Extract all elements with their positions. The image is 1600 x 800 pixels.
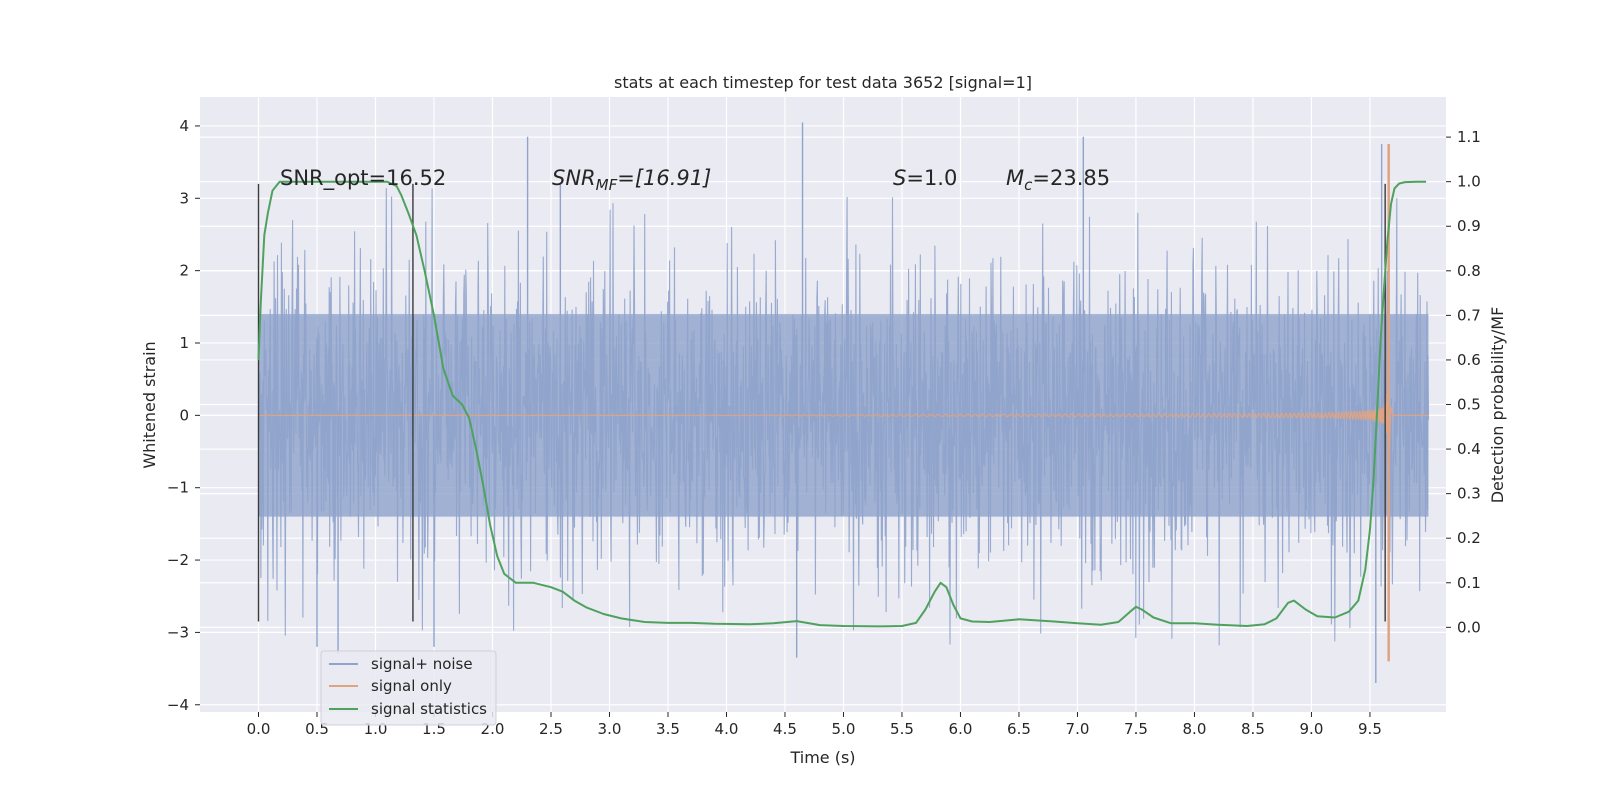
legend-box bbox=[320, 650, 497, 726]
x-tick-label: 3.5 bbox=[656, 720, 680, 738]
y-right-tick-label: 0.5 bbox=[1457, 396, 1481, 414]
x-tick-label: 9.5 bbox=[1358, 720, 1382, 738]
s-value: =1.0 bbox=[906, 166, 957, 190]
y-right-tick-label: 0.6 bbox=[1457, 351, 1481, 369]
y-tick-label: 1 bbox=[179, 334, 189, 352]
legend: signal+ noise signal only signal statist… bbox=[320, 650, 497, 726]
x-tick-label: 3.0 bbox=[598, 720, 622, 738]
legend-label-signal-statistics: signal statistics bbox=[371, 700, 487, 718]
x-axis-label: Time (s) bbox=[789, 748, 855, 767]
series-signal-only-line bbox=[258, 283, 1429, 458]
mc-value: =23.85 bbox=[1032, 166, 1110, 190]
series-layer bbox=[257, 122, 1430, 684]
x-tick-label: 6.5 bbox=[1007, 720, 1031, 738]
mc-base: M bbox=[1006, 166, 1024, 190]
y-tick-label: −4 bbox=[167, 696, 189, 714]
y-tick-label: 0 bbox=[179, 406, 189, 424]
y-right-tick-label: 0.1 bbox=[1457, 574, 1481, 592]
y-right-axis-label: Detection probability/MF bbox=[1488, 307, 1507, 504]
x-tick-label: 7.5 bbox=[1124, 720, 1148, 738]
vline-layer bbox=[257, 183, 1386, 622]
y-right-tick-label: 0.2 bbox=[1457, 529, 1481, 547]
y-tick-label: −2 bbox=[167, 551, 189, 569]
y-tick-label: 4 bbox=[179, 117, 189, 135]
x-tick-label: 4.5 bbox=[773, 720, 797, 738]
annotation-snr-opt: SNR_opt=16.52 bbox=[280, 166, 446, 191]
annotation-snr-mf: SNRMF=[16.91] bbox=[552, 166, 711, 194]
axis-layer: 0.0 0.5 1.0 1.5 2.0 2.5 3.0 3.5 4.0 4.5 5.0 5.5 6.0 6… bbox=[167, 117, 1481, 738]
y-right-tick-label: 0.8 bbox=[1457, 262, 1481, 280]
y-right-tick-label: 1.1 bbox=[1457, 128, 1481, 146]
y-right-tick-label: 0.7 bbox=[1457, 306, 1481, 324]
x-tick-label: 6.0 bbox=[949, 720, 973, 738]
y-tick-label: 2 bbox=[179, 262, 189, 280]
y-axis-label: Whitened strain bbox=[140, 341, 159, 468]
x-tick-label: 8.0 bbox=[1183, 720, 1207, 738]
series-signal-statistics-line bbox=[257, 180, 1427, 628]
s-base: S bbox=[893, 166, 906, 190]
y-tick-label: −1 bbox=[167, 479, 189, 497]
x-tick-label: 9.0 bbox=[1300, 720, 1324, 738]
y-right-tick-label: 0.4 bbox=[1457, 440, 1481, 458]
legend-label-signal-noise: signal+ noise bbox=[371, 655, 473, 673]
annotation-mc: Mc=23.85 bbox=[1006, 166, 1110, 194]
y-right-tick-label: 0.0 bbox=[1457, 618, 1481, 636]
legend-label-signal-only: signal only bbox=[371, 677, 452, 695]
snr-mf-base: SNR bbox=[552, 166, 596, 190]
x-tick-label: 4.0 bbox=[715, 720, 739, 738]
y-tick-label: 3 bbox=[179, 189, 189, 207]
x-tick-label: 5.5 bbox=[890, 720, 914, 738]
y-right-tick-label: 1.0 bbox=[1457, 173, 1481, 191]
y-right-tick-label: 0.9 bbox=[1457, 217, 1481, 235]
annotation-s: S=1.0 bbox=[893, 166, 957, 190]
y-tick-label: −3 bbox=[167, 623, 189, 641]
x-tick-label: 2.5 bbox=[539, 720, 563, 738]
probability-layer bbox=[257, 180, 1427, 628]
snr-mf-value: =[16.91] bbox=[617, 166, 711, 190]
x-tick-label: 0.0 bbox=[247, 720, 271, 738]
x-tick-label: 8.5 bbox=[1241, 720, 1265, 738]
x-tick-label: 5.0 bbox=[832, 720, 856, 738]
x-tick-label: 7.0 bbox=[1066, 720, 1090, 738]
chart-title: stats at each timestep for test data 365… bbox=[614, 73, 1032, 92]
mc-subscript: c bbox=[1024, 176, 1033, 194]
snr-mf-subscript: MF bbox=[596, 176, 618, 194]
y-right-tick-label: 0.3 bbox=[1457, 485, 1481, 503]
